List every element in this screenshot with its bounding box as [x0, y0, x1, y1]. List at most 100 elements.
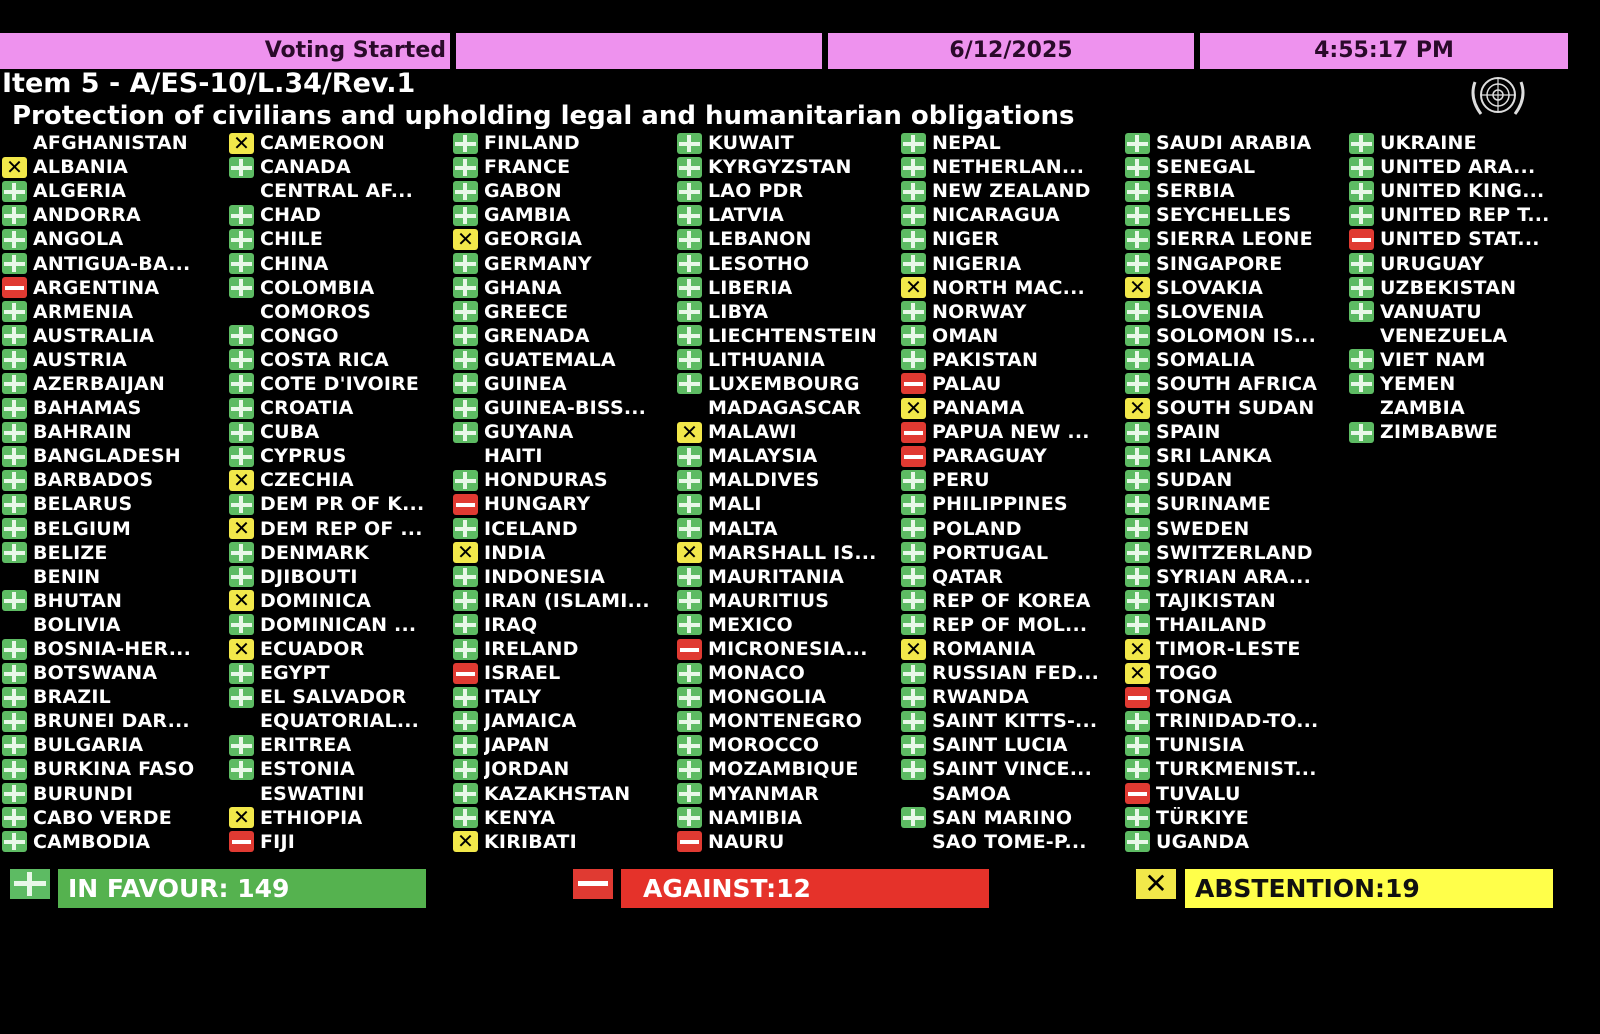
country-vote-row: GUATEMALA — [453, 348, 677, 372]
country-vote-row: GRENADA — [453, 324, 677, 348]
country-vote-row: KAZAKHSTAN — [453, 782, 677, 806]
in-favour-icon — [677, 469, 702, 491]
country-vote-row: ✕ DOMINICA — [229, 589, 453, 613]
country-name: BRUNEI DAR... — [33, 710, 190, 733]
in-favour-icon — [229, 686, 254, 708]
country-name: LAO PDR — [708, 180, 804, 203]
country-name: YEMEN — [1380, 372, 1456, 395]
country-name: PAPUA NEW ... — [932, 421, 1090, 444]
country-vote-row: SYRIAN ARA... — [1125, 565, 1349, 589]
country-name: BENIN — [33, 565, 101, 588]
country-vote-row: ✕ ECUADOR — [229, 637, 453, 661]
against-icon — [229, 831, 254, 853]
country-vote-row: UZBEKISTAN — [1349, 276, 1573, 300]
country-vote-row: TONGA — [1125, 685, 1349, 709]
country-name: ESTONIA — [260, 758, 355, 781]
country-vote-row: REP OF KOREA — [901, 589, 1125, 613]
country-name: PALAU — [932, 372, 1002, 395]
country-vote-row: MALAYSIA — [677, 444, 901, 468]
did-not-vote-icon — [1349, 325, 1374, 346]
country-name: POLAND — [932, 517, 1022, 540]
in-favour-icon — [1349, 373, 1374, 395]
country-vote-row: SINGAPORE — [1125, 251, 1349, 275]
country-vote-row: DOMINICAN ... — [229, 613, 453, 637]
country-name: COLOMBIA — [260, 276, 375, 299]
abstention-icon: ✕ — [453, 831, 478, 853]
in-favour-icon — [677, 710, 702, 732]
country-vote-row: SOMALIA — [1125, 348, 1349, 372]
country-name: BAHAMAS — [33, 397, 142, 420]
country-name: PERU — [932, 469, 990, 492]
abstention-icon: ✕ — [901, 397, 926, 419]
in-favour-icon — [1125, 566, 1150, 588]
country-name: NIGER — [932, 228, 1000, 251]
against-icon — [677, 831, 702, 853]
country-column: AFGHANISTAN ✕ ALBANIA ALGERIA ANDORRA ANGOLA A… — [2, 131, 226, 854]
country-name: SWITZERLAND — [1156, 541, 1313, 564]
country-name: BULGARIA — [33, 734, 144, 757]
country-vote-row: SIERRA LEONE — [1125, 227, 1349, 251]
in-favour-icon — [1125, 156, 1150, 178]
country-vote-row: GAMBIA — [453, 203, 677, 227]
in-favour-icon — [901, 590, 926, 612]
in-favour-icon — [453, 277, 478, 299]
country-name: KIRIBATI — [484, 830, 577, 853]
country-name: MALDIVES — [708, 469, 820, 492]
did-not-vote-icon — [2, 614, 27, 635]
country-vote-row: YEMEN — [1349, 372, 1573, 396]
country-name: RWANDA — [932, 686, 1030, 709]
country-name: UGANDA — [1156, 830, 1250, 853]
in-favour-icon — [453, 204, 478, 226]
country-vote-row: TÜRKIYE — [1125, 806, 1349, 830]
country-vote-row: SWITZERLAND — [1125, 541, 1349, 565]
vote-time: 4:55:17 PM — [1200, 33, 1568, 69]
country-vote-row: ✕ DEM REP OF ... — [229, 517, 453, 541]
against-icon — [901, 421, 926, 443]
country-vote-row: HONDURAS — [453, 468, 677, 492]
country-name: LUXEMBOURG — [708, 372, 860, 395]
country-name: UNITED ARA... — [1380, 156, 1536, 179]
in-favour-icon — [677, 566, 702, 588]
country-vote-row: BURKINA FASO — [2, 757, 226, 781]
country-name: JAPAN — [484, 734, 550, 757]
country-name: LIECHTENSTEIN — [708, 324, 878, 347]
abstention-icon: ✕ — [229, 518, 254, 540]
in-favour-icon — [1125, 373, 1150, 395]
country-name: CONGO — [260, 324, 339, 347]
in-favour-icon — [2, 783, 27, 805]
in-favour-icon — [1125, 132, 1150, 154]
country-vote-row: LIECHTENSTEIN — [677, 324, 901, 348]
country-name: BELIZE — [33, 541, 108, 564]
country-vote-row: MALDIVES — [677, 468, 901, 492]
in-favour-icon — [901, 349, 926, 371]
country-name: BOLIVIA — [33, 613, 121, 636]
country-name: SLOVENIA — [1156, 300, 1264, 323]
abstention-icon: ✕ — [229, 132, 254, 154]
country-vote-row: PERU — [901, 468, 1125, 492]
country-vote-row: VENEZUELA — [1349, 324, 1573, 348]
country-vote-row: ✕ NORTH MAC... — [901, 276, 1125, 300]
country-vote-row: MADAGASCAR — [677, 396, 901, 420]
country-vote-row: CHILE — [229, 227, 453, 251]
country-vote-row: IRAQ — [453, 613, 677, 637]
country-vote-row: UNITED KING... — [1349, 179, 1573, 203]
country-vote-row: MEXICO — [677, 613, 901, 637]
country-name: SURINAME — [1156, 493, 1271, 516]
abstention-icon: ✕ — [453, 542, 478, 564]
in-favour-icon — [901, 493, 926, 515]
in-favour-icon — [901, 132, 926, 154]
in-favour-icon — [901, 710, 926, 732]
country-name: UNITED REP T... — [1380, 204, 1550, 227]
un-emblem-icon — [1471, 77, 1525, 115]
in-favour-icon — [677, 686, 702, 708]
country-name: BELARUS — [33, 493, 133, 516]
country-vote-row: BANGLADESH — [2, 444, 226, 468]
country-vote-row: SAINT LUCIA — [901, 733, 1125, 757]
country-name: BOTSWANA — [33, 662, 158, 685]
country-vote-row: GREECE — [453, 300, 677, 324]
country-vote-row: SEYCHELLES — [1125, 203, 1349, 227]
country-vote-row: ✕ MARSHALL IS... — [677, 541, 901, 565]
country-name: GEORGIA — [484, 228, 583, 251]
country-vote-row: MOZAMBIQUE — [677, 757, 901, 781]
country-vote-row: BURUNDI — [2, 782, 226, 806]
